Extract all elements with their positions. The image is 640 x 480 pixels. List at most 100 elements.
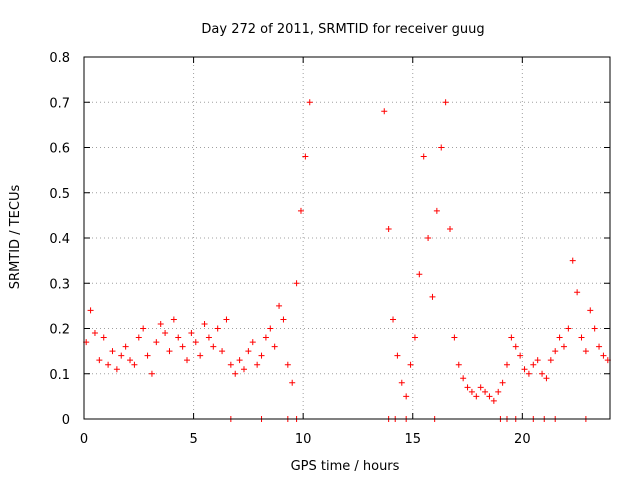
data-point	[455, 361, 462, 368]
data-point	[153, 339, 160, 346]
data-point	[188, 330, 195, 337]
data-point	[148, 370, 155, 377]
data-point	[280, 316, 287, 323]
data-point	[381, 108, 388, 115]
data-point	[433, 207, 440, 214]
data-point	[131, 361, 138, 368]
data-point	[197, 352, 204, 359]
data-point	[118, 352, 125, 359]
data-point	[175, 334, 182, 341]
data-point	[122, 343, 129, 350]
data-point	[390, 316, 397, 323]
data-point	[416, 271, 423, 278]
grid	[84, 57, 610, 419]
data-point	[512, 343, 519, 350]
data-point	[144, 352, 151, 359]
data-point	[547, 357, 554, 364]
data-point	[223, 316, 230, 323]
data-point	[495, 388, 502, 395]
data-point	[284, 361, 291, 368]
data-point	[214, 325, 221, 332]
data-point	[293, 280, 300, 287]
data-point	[179, 343, 186, 350]
data-point	[447, 225, 454, 232]
data-point	[425, 235, 432, 241]
data-point	[438, 144, 445, 151]
data-point	[271, 343, 278, 350]
data-point	[543, 375, 550, 382]
data-point	[254, 361, 261, 368]
y-axis-label: SRMTID / TECUs	[8, 185, 23, 290]
data-point	[442, 99, 449, 106]
y-tick-label: 0.7	[49, 96, 70, 111]
data-point	[591, 325, 598, 332]
y-tick-label: 0.4	[49, 232, 70, 247]
data-point	[582, 348, 589, 355]
data-point	[552, 348, 559, 355]
data-point	[490, 397, 497, 404]
data-point	[574, 289, 581, 296]
data-point	[407, 361, 414, 368]
data-point	[394, 352, 401, 359]
data-point	[486, 393, 493, 400]
data-point	[262, 334, 269, 341]
data-point	[508, 334, 515, 341]
data-point	[109, 348, 116, 355]
data-point	[100, 334, 107, 341]
data-point	[192, 339, 199, 346]
data-point	[521, 366, 528, 373]
data-point	[302, 153, 309, 160]
data-point	[468, 388, 475, 395]
data-point	[105, 361, 112, 368]
data-point	[385, 225, 392, 232]
data-point	[420, 153, 427, 160]
x-axis-label: GPS time / hours	[291, 459, 400, 474]
data-point	[503, 361, 510, 368]
data-point	[210, 343, 217, 350]
y-axis-ticks: 0 0.1 0.2 0.3 0.4 0.5 0.6 0.7 0.8	[49, 51, 610, 428]
data-point	[297, 207, 304, 214]
data-point	[482, 388, 489, 395]
data-point	[460, 375, 467, 382]
data-point	[205, 334, 212, 341]
x-tick-label: 10	[295, 432, 312, 447]
x-tick-label: 20	[514, 432, 531, 447]
data-point	[403, 393, 410, 400]
x-axis-ticks: 0 5 10 15 20	[80, 57, 531, 447]
data-point	[227, 361, 234, 368]
chart-title: Day 272 of 2011, SRMTID for receiver guu…	[201, 22, 484, 37]
data-point	[596, 343, 603, 350]
data-point	[267, 325, 274, 332]
data-point	[91, 330, 98, 337]
data-point	[600, 352, 607, 359]
data-point	[525, 370, 532, 377]
data-point	[289, 379, 296, 386]
data-point	[539, 370, 546, 377]
data-point	[530, 361, 537, 368]
data-point	[232, 370, 239, 377]
data-point	[157, 320, 164, 327]
data-point	[240, 366, 247, 373]
data-point	[473, 393, 480, 400]
y-tick-label: 0.3	[49, 277, 70, 292]
data-point	[249, 339, 256, 346]
data-point	[398, 379, 405, 386]
x-tick-label: 0	[80, 432, 88, 447]
y-tick-label: 0.5	[49, 187, 70, 202]
y-tick-label: 0.1	[49, 368, 70, 383]
data-point	[127, 357, 134, 364]
data-point	[534, 357, 541, 364]
data-point	[219, 348, 226, 355]
data-point	[166, 348, 173, 355]
data-point	[578, 334, 585, 341]
data-point	[276, 302, 283, 309]
data-point	[517, 352, 524, 359]
y-tick-label: 0.8	[49, 51, 70, 66]
data-point	[184, 357, 191, 364]
x-tick-label: 5	[189, 432, 197, 447]
data-point	[306, 99, 313, 106]
data-point	[464, 384, 471, 391]
data-point	[560, 343, 567, 350]
data-point	[587, 307, 594, 314]
